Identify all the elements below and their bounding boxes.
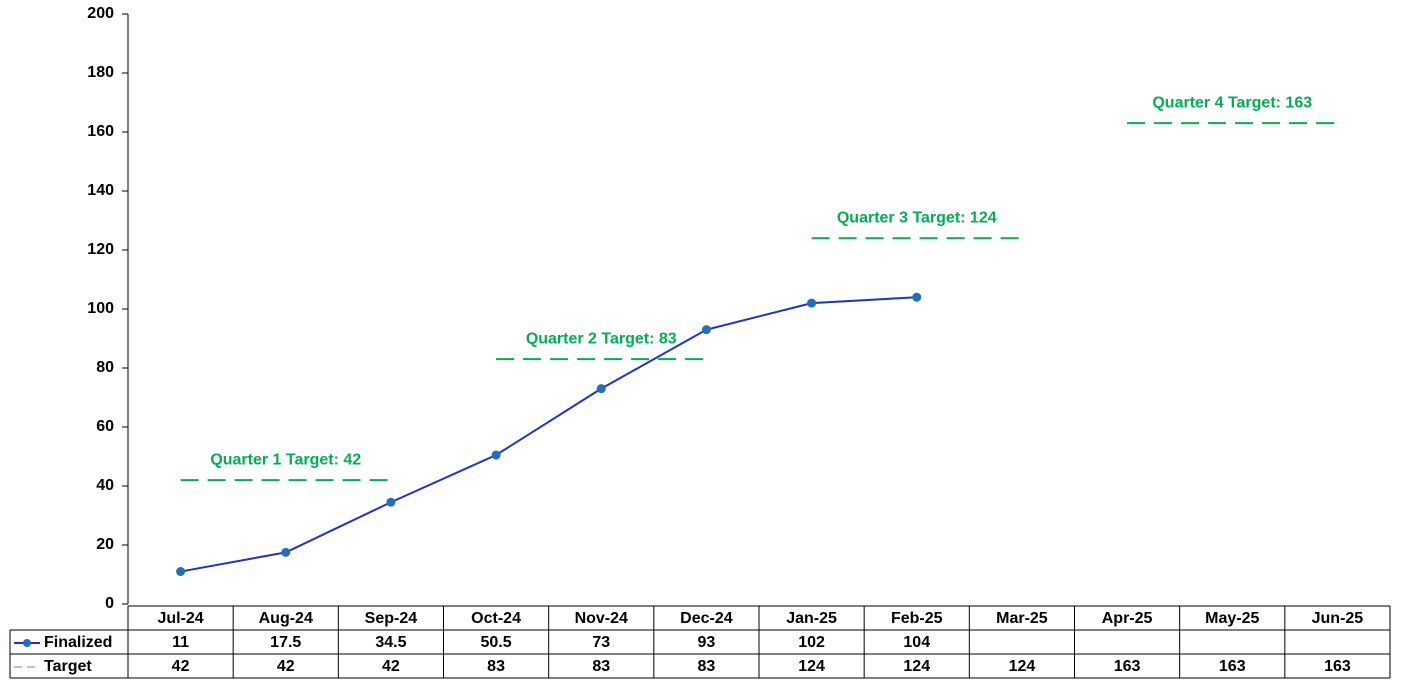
x-tick-label: Apr-25 (1102, 610, 1153, 627)
y-tick-label: 200 (87, 5, 114, 22)
table-value: 163 (1324, 658, 1351, 675)
x-tick-label: Jun-25 (1312, 610, 1364, 627)
y-tick-label: 80 (96, 359, 114, 376)
table-value: 11 (172, 634, 189, 651)
legend-label: Finalized (44, 634, 112, 651)
series-line (180, 296, 917, 573)
x-tick-label: Jan-25 (786, 610, 837, 627)
y-tick-label: 140 (87, 182, 114, 199)
y-tick-label: 60 (96, 418, 114, 435)
y-tick-label: 160 (87, 123, 114, 140)
table-value: 83 (487, 658, 505, 675)
y-tick-label: 0 (105, 595, 114, 612)
legend-label: Target (44, 658, 92, 675)
table-value: 42 (382, 658, 400, 675)
point (176, 567, 186, 577)
table-value: 163 (1219, 658, 1246, 675)
x-tick-label: Sep-24 (365, 610, 418, 627)
point (281, 547, 291, 557)
table-value: 42 (277, 658, 295, 675)
table-value: 163 (1114, 658, 1141, 675)
y-tick-label: 20 (96, 536, 114, 553)
point (386, 497, 396, 507)
table-value: 102 (798, 634, 825, 651)
x-tick-label: Feb-25 (891, 610, 943, 627)
annotation: Quarter 4 Target: 163 (1152, 94, 1312, 111)
point (701, 325, 711, 335)
table-value: 93 (698, 634, 716, 651)
table-value: 50.5 (481, 634, 512, 651)
table-value: 17.5 (270, 634, 301, 651)
annotation: Quarter 2 Target: 83 (526, 330, 677, 347)
table-value: 42 (172, 658, 190, 675)
legend-symbol (23, 639, 31, 647)
point (807, 298, 817, 308)
table-value: 34.5 (375, 634, 406, 651)
table-value: 73 (592, 634, 610, 651)
x-tick-label: Jul-24 (157, 610, 203, 627)
y-tick-label: 120 (87, 241, 114, 258)
point (596, 384, 606, 394)
y-tick-label: 180 (87, 64, 114, 81)
x-tick-label: Nov-24 (575, 610, 628, 627)
table-value: 124 (798, 658, 825, 675)
y-tick-label: 100 (87, 300, 114, 317)
y-tick-label: 40 (96, 477, 114, 494)
x-tick-label: Aug-24 (259, 610, 313, 627)
x-tick-label: Oct-24 (471, 610, 521, 627)
table-value: 124 (903, 658, 930, 675)
x-tick-label: Dec-24 (680, 610, 733, 627)
table-value: 104 (903, 634, 930, 651)
table-value: 124 (1009, 658, 1036, 675)
x-tick-label: Mar-25 (996, 610, 1048, 627)
x-tick-label: May-25 (1205, 610, 1259, 627)
annotation: Quarter 3 Target: 124 (837, 209, 997, 226)
table-value: 83 (592, 658, 610, 675)
point (912, 292, 922, 302)
table-value: 83 (698, 658, 716, 675)
point (491, 450, 501, 460)
annotation: Quarter 1 Target: 42 (210, 451, 361, 468)
